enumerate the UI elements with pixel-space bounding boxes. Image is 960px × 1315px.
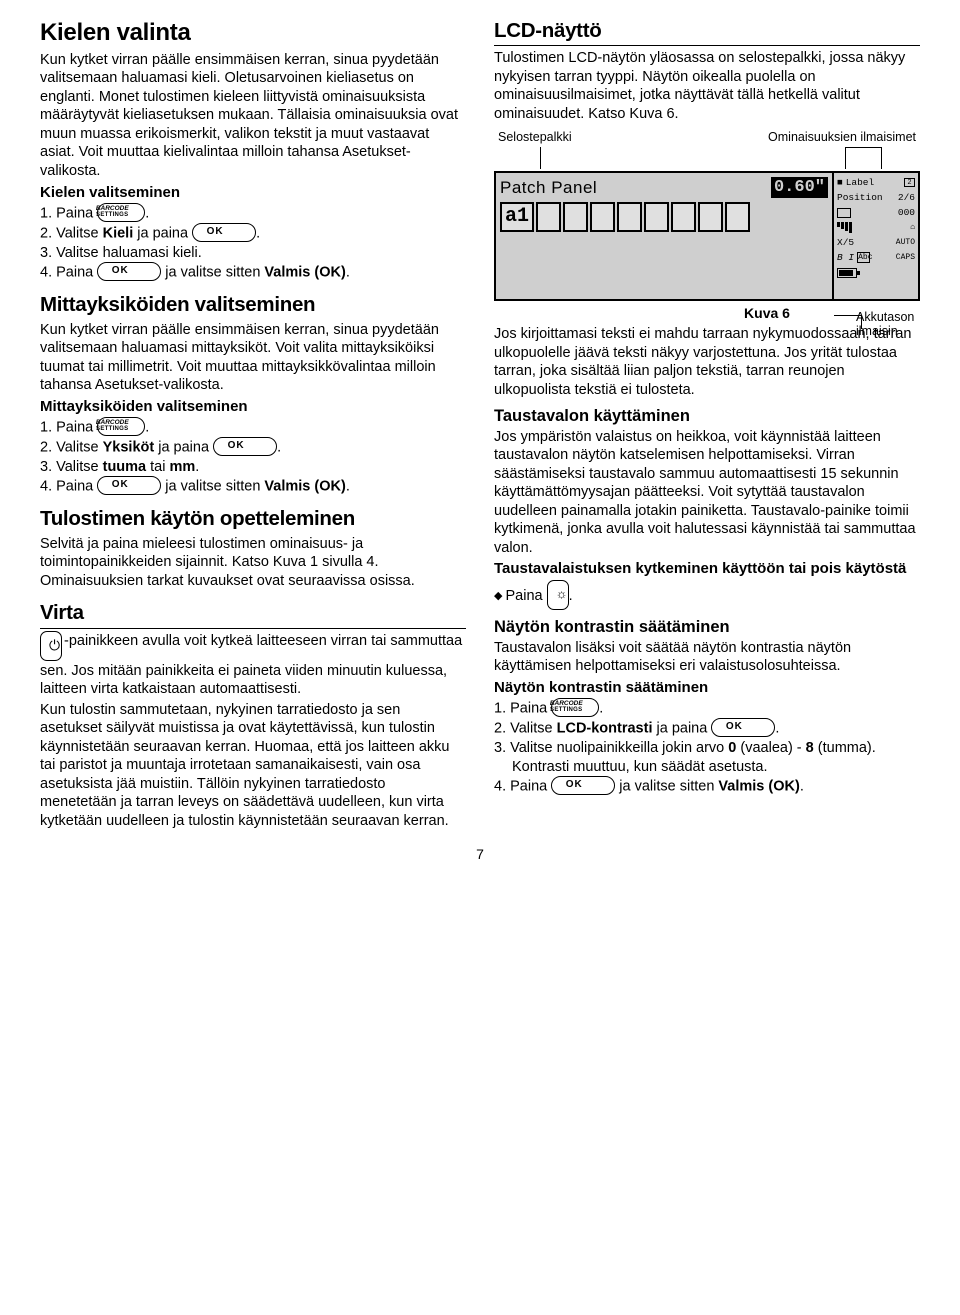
lcd-callout-labels: Selostepalkki Ominaisuuksien ilmaisimet: [498, 129, 916, 145]
li-paina-light: Paina ☼.: [494, 581, 920, 611]
ok-button-icon: OK: [97, 262, 161, 281]
list-kielen-valitseminen: 1. Paina BARCODESETTINGS. 2. Valitse Kie…: [40, 204, 466, 283]
lcd-main-area: Patch Panel 0.60" a1: [496, 173, 832, 299]
para-kielen-valinta: Kun kytket virran päälle ensimmäisen ker…: [40, 51, 466, 181]
lcd-title: Patch Panel: [500, 177, 597, 199]
li-4: 4. Paina OK ja valitse sitten Valmis (OK…: [494, 777, 920, 796]
lcd-cell: [698, 202, 723, 232]
list-taustavalo: Paina ☼.: [494, 581, 920, 611]
callout-akkutason: Akkutason ilmaisin: [856, 311, 926, 339]
power-button-icon: ⏻: [40, 631, 62, 661]
two-column-layout: Kielen valinta Kun kytket virran päälle …: [40, 18, 920, 832]
li-4: 4. Paina OK ja valitse sitten Valmis (OK…: [40, 477, 466, 496]
lcd-cell: [617, 202, 642, 232]
sub-taustavalo: Taustavalaistuksen kytkeminen käyttöön t…: [494, 559, 920, 578]
lcd-cell: [536, 202, 561, 232]
li-2: 2. Valitse Yksiköt ja paina OK.: [40, 438, 466, 457]
para-lcd-intro: Tulostimen LCD-näytön yläosassa on selos…: [494, 49, 920, 123]
lcd-cell: [725, 202, 750, 232]
left-column: Kielen valinta Kun kytket virran päälle …: [40, 18, 466, 832]
li-2: 2. Valitse LCD-kontrasti ja paina OK.: [494, 719, 920, 738]
lcd-cell: [671, 202, 696, 232]
page-number: 7: [40, 846, 920, 864]
li-1: 1. Paina BARCODESETTINGS.: [494, 699, 920, 718]
para-kontrasti: Taustavalon lisäksi voit säätää näytön k…: [494, 639, 920, 676]
li-1: 1. Paina BARCODESETTINGS.: [40, 204, 466, 223]
lcd-value: 0.60": [771, 177, 828, 199]
heading-kielen-valinta: Kielen valinta: [40, 18, 466, 49]
lcd-indicator-panel: ■Label2 Position2/6 000 ⌂ X/5AUTO B IAbc…: [832, 173, 918, 299]
lcd-cell: [563, 202, 588, 232]
settings-button-icon: BARCODESETTINGS: [97, 417, 145, 436]
ok-button-icon: OK: [192, 223, 256, 242]
callout-ominaisuudet: Ominaisuuksien ilmaisimet: [768, 129, 916, 145]
settings-button-icon: BARCODESETTINGS: [551, 698, 599, 717]
li-3: 3. Valitse haluamasi kieli.: [40, 244, 466, 263]
lcd-figure: Selostepalkki Ominaisuuksien ilmaisimet …: [494, 129, 920, 301]
li-4: 4. Paina OK ja valitse sitten Valmis (OK…: [40, 263, 466, 282]
backlight-button-icon: ☼: [547, 580, 569, 610]
para-mittayksikot: Kun kytket virran päälle ensimmäisen ker…: [40, 321, 466, 395]
heading-virta: Virta: [40, 600, 466, 628]
heading-opetteleminen: Tulostimen käytön opetteleminen: [40, 506, 466, 532]
li-3: 3. Valitse nuolipainikkeilla jokin arvo …: [494, 739, 920, 776]
right-column: LCD-näyttö Tulostimen LCD-näytön yläosas…: [494, 18, 920, 832]
settings-button-icon: BARCODESETTINGS: [97, 203, 145, 222]
lcd-cell-a1: a1: [500, 202, 534, 232]
ok-button-icon: OK: [97, 476, 161, 495]
para-opetteleminen: Selvitä ja paina mieleesi tulostimen omi…: [40, 535, 466, 591]
sub-kielen-valitseminen: Kielen valitseminen: [40, 183, 466, 202]
callout-lines: [494, 151, 920, 171]
list-mittayksikot: 1. Paina BARCODESETTINGS. 2. Valitse Yks…: [40, 418, 466, 497]
heading-taustavalo: Taustavalon käyttäminen: [494, 406, 920, 427]
para-virta-2: Kun tulostin sammutetaan, nykyinen tarra…: [40, 701, 466, 831]
ok-button-icon: OK: [711, 718, 775, 737]
para-virta-1: ⏻-painikkeen avulla voit kytkeä laittees…: [40, 632, 466, 699]
lcd-cell: [590, 202, 615, 232]
heading-kontrasti: Näytön kontrastin säätäminen: [494, 617, 920, 638]
li-3: 3. Valitse tuuma tai mm.: [40, 458, 466, 477]
ok-button-icon: OK: [551, 776, 615, 795]
li-1: 1. Paina BARCODESETTINGS.: [40, 418, 466, 437]
callout-selostepalkki: Selostepalkki: [498, 129, 572, 145]
ok-button-icon: OK: [213, 437, 277, 456]
lcd-screen: Patch Panel 0.60" a1: [494, 171, 920, 301]
para-taustavalo: Jos ympäristön valaistus on heikkoa, voi…: [494, 428, 920, 558]
heading-lcd: LCD-näyttö: [494, 18, 920, 46]
battery-icon: [837, 268, 857, 278]
list-kontrasti: 1. Paina BARCODESETTINGS. 2. Valitse LCD…: [494, 699, 920, 796]
sub-mittayksikot: Mittayksiköiden valitseminen: [40, 397, 466, 416]
heading-mittayksikot: Mittayksiköiden valitseminen: [40, 292, 466, 318]
li-2: 2. Valitse Kieli ja paina OK.: [40, 224, 466, 243]
lcd-cell: [644, 202, 669, 232]
sub-kontrasti: Näytön kontrastin säätäminen: [494, 678, 920, 697]
